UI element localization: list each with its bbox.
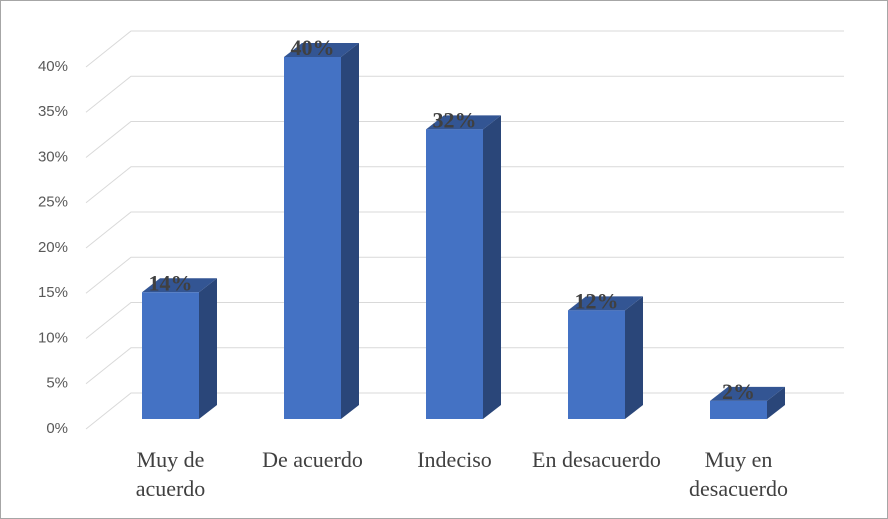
bar [710,386,785,419]
bar [426,115,501,420]
x-tick-label: Muy de acuerdo [135,447,206,501]
bar-top [284,43,359,57]
bar [284,43,359,419]
y-tick-label: 25% [38,194,68,211]
x-tick-label: De acuerdo [262,447,363,472]
bar-front [568,310,625,419]
y-tick-label: 30% [38,148,68,165]
y-tick-label: 15% [38,284,68,301]
grid-line [85,166,844,204]
bar-front [284,57,341,419]
x-tick-label: Muy en desacuerdo [689,447,788,501]
y-tick-label: 35% [38,103,68,120]
y-tick-label: 10% [38,329,68,346]
bar-front [710,400,767,419]
bar-side [767,386,785,419]
y-tick-label: 0% [46,420,68,437]
value-label: 40% [291,35,335,60]
bar-top [710,386,785,401]
value-label: 14% [149,270,193,295]
bar-top [568,296,643,311]
grid-line [85,211,844,249]
grid-line [85,121,844,158]
bar-front [142,292,199,419]
bar [142,278,217,419]
grid-line [85,30,844,68]
grid-line [85,256,844,294]
bar [568,296,643,419]
value-label: 12% [575,288,619,313]
y-tick-label: 20% [38,239,68,256]
y-tick-label: 5% [46,375,68,392]
x-tick-label: En desacuerdo [532,447,661,472]
bar-side [483,115,501,420]
grid-line [85,75,844,113]
value-label: 32% [433,107,477,132]
bar-front [426,129,483,419]
bar-top [426,115,501,130]
bar-top [142,278,217,293]
bar-side [199,278,217,419]
bar-side [625,296,643,419]
x-tick-label: Indeciso [417,447,492,472]
value-label: 2% [722,379,755,404]
bar-side [341,43,359,419]
y-tick-label: 40% [38,58,68,75]
